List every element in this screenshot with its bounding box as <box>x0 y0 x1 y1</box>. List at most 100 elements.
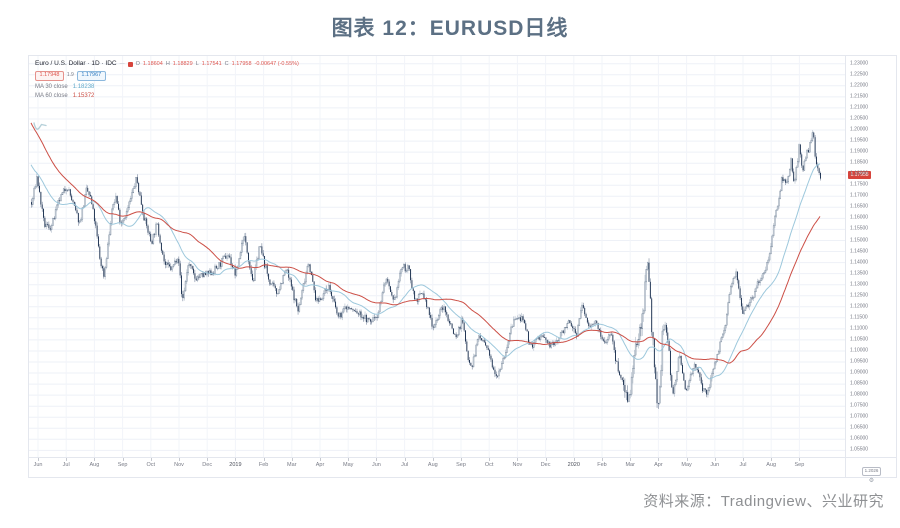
price-axis-label: 1.09000 <box>850 369 869 376</box>
price-axis-label: 1.13500 <box>850 270 869 277</box>
price-axis-label: 1.17500 <box>850 181 869 188</box>
time-axis-label: May <box>681 462 692 468</box>
price-axis-label: 1.06500 <box>850 424 869 431</box>
ohlc-o-value: 1.18604 <box>142 60 163 67</box>
time-axis-tick <box>320 458 321 461</box>
price-axis-label: 1.12000 <box>850 303 869 310</box>
ohlc-h-value: 1.18829 <box>172 60 193 67</box>
time-axis-label: Mar <box>625 462 635 468</box>
price-axis-label: 1.19000 <box>850 148 869 155</box>
price-axis-label: 1.21500 <box>850 93 869 100</box>
axis-corner: 1.2026 ⚙ <box>845 457 897 484</box>
price-axis-label: 1.07500 <box>850 402 869 409</box>
price-axis-label: 1.14000 <box>850 259 869 266</box>
time-axis-label: 2020 <box>567 462 580 468</box>
price-axis-label: 1.19500 <box>850 137 869 144</box>
time-axis-tick <box>714 458 716 461</box>
ohlc-c-label: C <box>224 60 229 67</box>
price-axis[interactable]: 1.17958 1.23000 1.22500 1.22000 1.21500 1.21… <box>845 56 896 457</box>
time-axis-label: Jul <box>401 462 409 468</box>
page-title: 图表 12：EURUSD日线 <box>331 17 569 40</box>
time-axis[interactable]: Jun Jul Aug Sep Oct Nov Dec 2019 Feb Mar Apr May Jun… <box>29 457 845 479</box>
time-axis-label: Sep <box>456 462 466 468</box>
time-axis-label: Jun <box>33 462 43 468</box>
time-axis-tick <box>545 458 547 461</box>
time-axis-tick <box>799 458 801 461</box>
time-axis-tick <box>461 458 462 461</box>
price-axis-label: 1.22500 <box>850 71 869 78</box>
time-axis-tick <box>771 458 773 461</box>
time-axis-label: Feb <box>258 462 269 468</box>
axis-corner-box: 1.2026 <box>861 467 882 476</box>
more-icon: — <box>119 60 125 67</box>
time-axis-label: Jun <box>371 462 381 468</box>
time-axis-label: Feb <box>597 462 607 468</box>
price-axis-label: 1.15500 <box>850 225 869 232</box>
chart-widget: Euro / U.S. Dollar · 1D · IDC — O 1.1860… <box>28 55 897 484</box>
time-axis-tick <box>573 458 575 461</box>
price-axis-label: 1.17000 <box>850 192 869 199</box>
time-axis-label: Sep <box>117 462 128 468</box>
symbol-row: Euro / U.S. Dollar · 1D · IDC — O 1.1860… <box>35 60 299 68</box>
time-axis-label: Apr <box>654 462 663 468</box>
time-axis-tick <box>38 458 39 461</box>
price-axis-label: 1.13000 <box>850 281 869 288</box>
live-dot-icon <box>127 61 133 67</box>
price-axis-label: 1.12500 <box>850 292 869 299</box>
time-axis-tick <box>348 458 350 461</box>
spread-value: 1.9 <box>66 72 74 79</box>
time-axis-label: Dec <box>202 462 213 468</box>
ma60-label: MA 60 close <box>35 93 68 99</box>
price-axis-label: 1.05500 <box>850 446 869 453</box>
time-axis-label: Jul <box>739 462 747 468</box>
ohlc-l-label: L <box>195 60 199 67</box>
last-price-badge: 1.17958 <box>848 171 872 180</box>
time-axis-tick <box>743 458 744 461</box>
time-axis-label: Oct <box>484 462 494 468</box>
ma60-value: 1.15372 <box>72 93 95 99</box>
sell-price-button[interactable]: 1.17948 <box>35 70 64 81</box>
price-axis-label: 1.15000 <box>850 237 869 243</box>
trade-row: 1.17948 1.9 1.17967 <box>35 70 299 81</box>
price-axis-label: 1.14500 <box>850 248 869 254</box>
time-axis-tick <box>150 458 152 461</box>
price-axis-label: 1.18500 <box>850 159 869 166</box>
source-note: 资料来源：Tradingview、兴业研究 <box>643 493 884 510</box>
time-axis-label: Dec <box>540 462 551 468</box>
time-axis-label: Jun <box>710 462 720 468</box>
time-axis-tick <box>179 458 180 461</box>
price-axis-label: 1.08500 <box>850 380 869 387</box>
price-axis-label: 1.06000 <box>850 435 869 442</box>
price-axis-label: 1.20500 <box>850 115 869 122</box>
time-axis-tick <box>122 458 124 461</box>
time-axis-label: Aug <box>427 462 438 468</box>
price-axis-label: 1.11500 <box>850 314 868 321</box>
time-axis-tick <box>94 458 96 461</box>
time-axis-tick <box>404 458 406 461</box>
time-axis-tick <box>686 458 688 461</box>
ma30-row: MA 30 close 1.18238 <box>35 84 299 90</box>
time-axis-tick <box>235 458 237 461</box>
time-axis-tick <box>658 458 660 461</box>
time-axis-tick <box>630 458 632 461</box>
price-axis-label: 1.07000 <box>850 413 869 420</box>
price-axis-label: 1.10500 <box>850 336 869 343</box>
time-axis-label: Mar <box>287 462 297 468</box>
ma60-row: MA 60 close 1.15372 <box>35 93 299 99</box>
time-axis-label: May <box>342 462 354 468</box>
time-axis-tick <box>66 458 68 461</box>
ma30-value: 1.18238 <box>72 84 95 90</box>
price-chart[interactable]: Euro / U.S. Dollar · 1D · IDC — O 1.1860… <box>29 56 845 457</box>
price-axis-label: 1.18000 <box>850 170 869 177</box>
time-axis-label: Nov <box>174 462 184 468</box>
symbol-title[interactable]: Euro / U.S. Dollar · 1D · IDC <box>35 60 117 67</box>
buy-price-button[interactable]: 1.17967 <box>76 70 106 81</box>
candlestick-canvas <box>29 56 845 457</box>
ohlc-change: -0.00647 (-0.55%) <box>254 60 299 67</box>
ohlc-h-label: H <box>165 60 170 67</box>
ma30-label: MA 30 close <box>35 84 68 90</box>
axis-settings-gear-icon[interactable]: ⚙ <box>868 478 875 484</box>
price-axis-label: 1.20000 <box>850 126 869 133</box>
time-axis-tick <box>602 458 603 461</box>
price-axis-label: 1.16500 <box>850 203 869 210</box>
